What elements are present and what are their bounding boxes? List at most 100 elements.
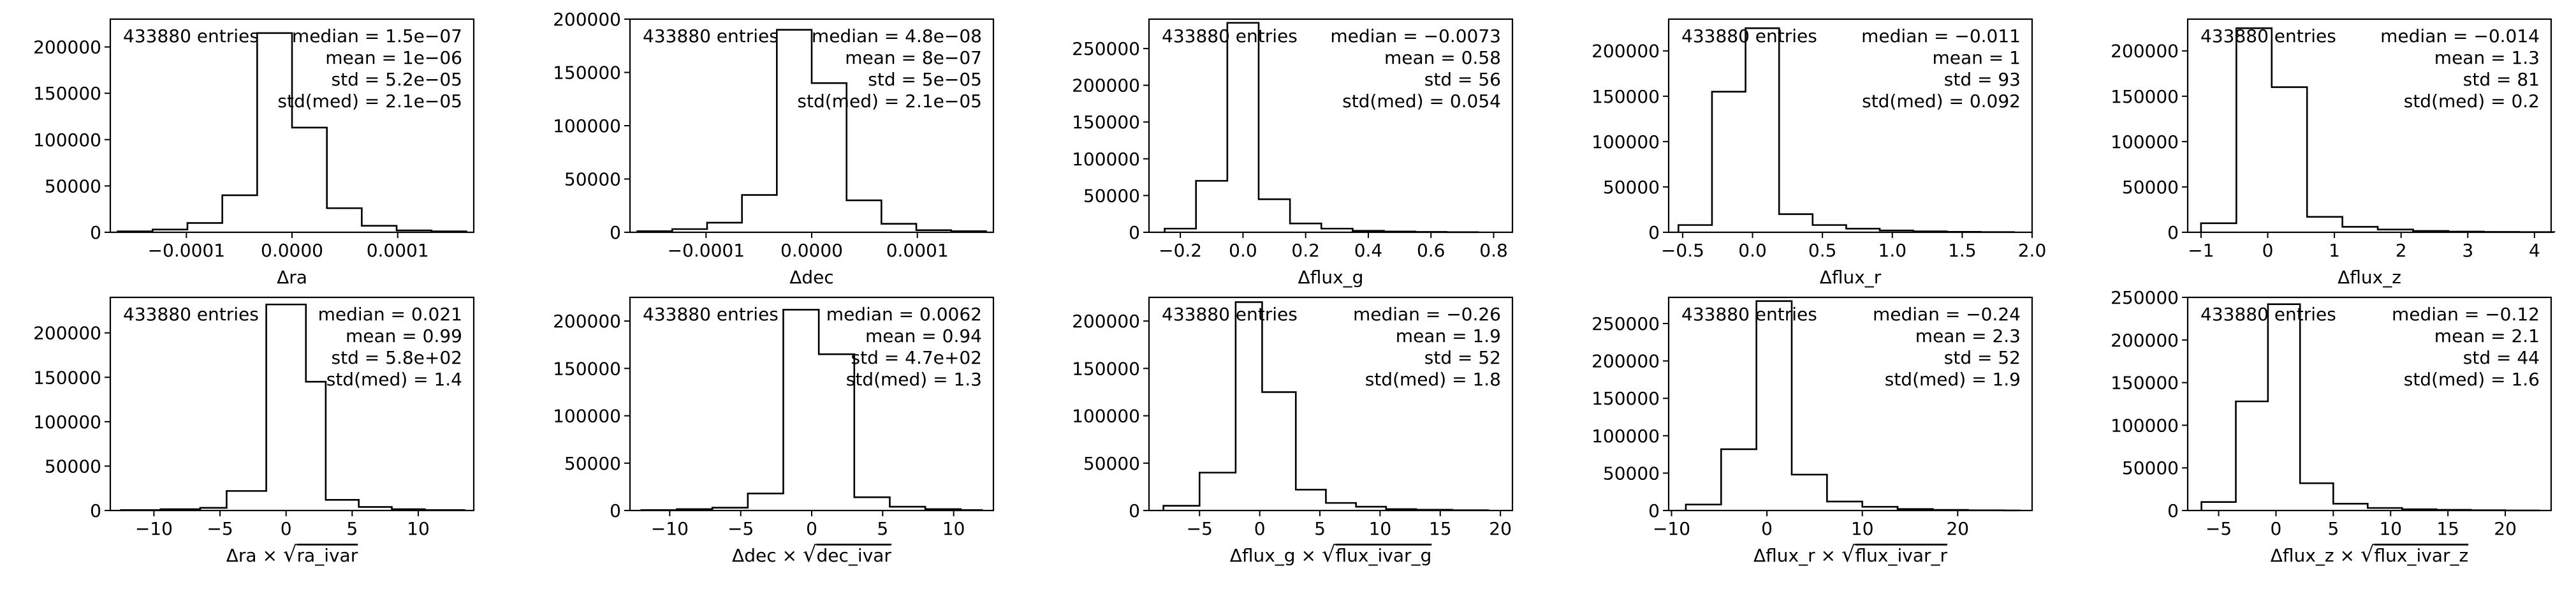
axes-frame: [1148, 18, 1514, 234]
x-tick-label: 0.2: [1291, 240, 1320, 261]
x-tick-label: 10: [942, 518, 965, 539]
x-tick-label: 10: [2379, 518, 2402, 539]
y-tick-label: 150000: [1592, 388, 1660, 409]
x-tick-label: 5: [346, 518, 358, 539]
stats-annotation: std(med) = 2.1e−05: [797, 91, 982, 112]
stats-annotation: mean = 0.58: [1384, 47, 1501, 68]
x-axis-label: Δra: [277, 267, 307, 288]
x-axis-label: Δflux_z: [2338, 267, 2401, 288]
y-tick-label: 250000: [1592, 313, 1660, 334]
x-tick-label: 15: [1429, 518, 1452, 539]
x-tick-label: 1.5: [1948, 240, 1977, 261]
histogram-panel: −0.2 0.0 0.2 0.4 0.6 0.8 0 50000 100000 150000 200…: [1072, 18, 1514, 288]
x-tick-label: 5: [2327, 518, 2339, 539]
x-tick-label: 0.8: [1479, 240, 1508, 261]
y-tick-label: 200000: [33, 323, 101, 344]
entries-annotation: 433880 entries: [2200, 304, 2336, 325]
y-tick-label: 200000: [1592, 41, 1660, 62]
x-tick-label: 15: [2436, 518, 2459, 539]
stats-annotation: median = 0.021: [318, 304, 462, 325]
entries-annotation: 433880 entries: [1162, 304, 1298, 325]
x-tick-label: −5: [728, 518, 754, 539]
stats-annotation: std(med) = 1.6: [2404, 369, 2540, 390]
y-tick-label: 0: [1648, 222, 1660, 243]
x-tick-label: 10: [1851, 518, 1874, 539]
x-tick-label: −10: [1653, 518, 1690, 539]
y-tick-label: 50000: [1083, 453, 1140, 474]
x-tick-label: −0.5: [1661, 240, 1704, 261]
y-tick-label: 100000: [1592, 426, 1660, 447]
x-tick-label: 4: [2529, 240, 2540, 261]
stats-annotation: median = 4.8e−08: [812, 26, 982, 47]
y-tick-label: 50000: [564, 169, 621, 190]
x-axis-label: Δdec: [789, 267, 834, 288]
x-tick-label: 0.5: [1808, 240, 1837, 261]
x-tick-label: 3: [2462, 240, 2473, 261]
y-tick-label: 200000: [553, 9, 621, 30]
axes-frame: [1148, 296, 1514, 512]
stats-annotation: std(med) = 0.2: [2404, 91, 2540, 112]
y-tick-label: 100000: [33, 130, 101, 151]
axes-frame: [1667, 296, 2033, 512]
y-tick-label: 200000: [1072, 311, 1140, 332]
x-tick-label: −5: [2206, 518, 2232, 539]
x-tick-label: 0: [281, 518, 292, 539]
stats-annotation: mean = 1.9: [1396, 325, 1501, 347]
x-tick-label: 20: [1946, 518, 1969, 539]
axes-frame: [1667, 18, 2033, 234]
sqrt-argument: flux_ivar_r: [1855, 545, 1948, 566]
stats-annotation: std = 56: [1424, 69, 1501, 90]
x-tick-label: 1.0: [1878, 240, 1907, 261]
stats-annotation: mean = 2.3: [1915, 325, 2021, 347]
sqrt-argument: flux_ivar_z: [2375, 545, 2469, 566]
y-tick-label: 0: [1648, 500, 1660, 521]
y-tick-label: 100000: [1072, 149, 1140, 170]
histogram-panel: −10 −5 0 5 10 0 50000 100000 150000 200000 Δdec × …: [553, 296, 995, 567]
x-axis-label: Δra × √ra_ivar: [226, 542, 358, 567]
y-tick-label: 100000: [2111, 131, 2179, 153]
y-tick-label: 200000: [2111, 330, 2179, 351]
y-tick-label: 50000: [1603, 463, 1660, 484]
histogram-panel: −10 0 10 20050000100000150000200000250000Δf…: [1592, 296, 2033, 567]
stats-annotation: std(med) = 0.054: [1342, 91, 1501, 112]
y-tick-label: 250000: [2111, 287, 2179, 308]
x-tick-label: 2: [2396, 240, 2407, 261]
stats-annotation: std = 5e−05: [868, 69, 982, 90]
y-tick-label: 150000: [1592, 86, 1660, 107]
stats-annotation: std = 5.8e+02: [332, 347, 462, 368]
stats-annotation: std(med) = 2.1e−05: [277, 91, 462, 112]
x-tick-label: 0: [806, 518, 817, 539]
x-tick-label: 0.0: [1229, 240, 1257, 261]
y-tick-label: 200000: [1072, 75, 1140, 96]
y-tick-label: 200000: [33, 37, 101, 58]
axes-frame: [2186, 18, 2552, 234]
x-axis-label: Δflux_r × √flux_ivar_r: [1753, 542, 1948, 567]
histogram-step: [1162, 301, 1489, 511]
y-tick-label: 50000: [2122, 458, 2179, 479]
y-tick-label: 150000: [2111, 373, 2179, 394]
y-tick-label: 0: [610, 222, 621, 243]
y-tick-label: 100000: [1072, 406, 1140, 427]
y-tick-label: 150000: [553, 358, 621, 379]
histogram-step: [117, 32, 467, 232]
x-tick-label: 0: [1254, 518, 1266, 539]
entries-annotation: 433880 entries: [643, 304, 779, 325]
sqrt-argument: dec_ivar: [817, 545, 892, 566]
histogram-panel: −5 0 5 10 15 20 0 50000 100000 150000 200000 250000…: [2111, 287, 2552, 567]
x-tick-label: 10: [407, 518, 430, 539]
stats-annotation: std = 52: [1944, 347, 2021, 368]
sqrt-argument: flux_ivar_g: [1336, 545, 1432, 566]
y-tick-label: 200000: [553, 311, 621, 332]
y-tick-label: 100000: [553, 116, 621, 137]
y-tick-label: 50000: [45, 456, 101, 477]
stats-annotation: std(med) = 1.4: [326, 369, 462, 390]
y-tick-label: 150000: [33, 83, 101, 104]
y-tick-label: 100000: [553, 406, 621, 427]
y-tick-label: 0: [2167, 222, 2179, 243]
x-axis-label: Δdec × √dec_ivar: [732, 542, 891, 567]
x-tick-label: 5: [877, 518, 888, 539]
x-tick-label: 5: [1314, 518, 1326, 539]
y-tick-label: 100000: [1592, 131, 1660, 153]
y-tick-label: 150000: [33, 367, 101, 388]
